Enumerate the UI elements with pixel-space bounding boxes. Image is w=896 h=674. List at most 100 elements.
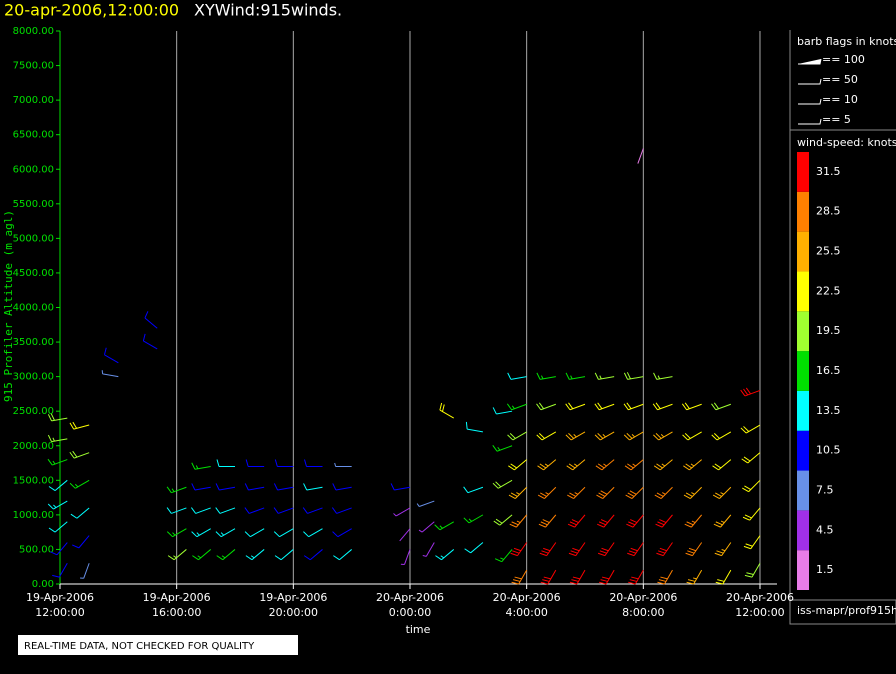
colorbar-label: 1.5 (816, 563, 834, 576)
x-tick-label: 4:00:00 (505, 606, 547, 619)
wind-barb (740, 387, 761, 397)
wind-barb (713, 514, 732, 528)
wind-barb (538, 514, 557, 528)
wind-barb (507, 372, 527, 380)
wind-barb (506, 403, 527, 411)
wind-barb (656, 542, 673, 557)
wind-barb (273, 483, 294, 491)
colorbar-swatch (797, 550, 809, 590)
wind-barb (332, 483, 352, 491)
wind-barb (52, 563, 68, 578)
colorbar-label: 31.5 (816, 165, 841, 178)
wind-barb (216, 549, 236, 561)
wind-barb (653, 431, 673, 441)
colorbar-label: 16.5 (816, 364, 841, 377)
wind-barb (511, 569, 528, 585)
wind-barb (508, 486, 528, 499)
wind-barb (166, 507, 187, 514)
y-tick-label: 1500.00 (13, 475, 54, 486)
y-tick-label: 2500.00 (13, 406, 54, 417)
barb-key-label: == 5 (822, 113, 851, 126)
wind-barb (302, 507, 323, 514)
x-tick-label: 20-Apr-2006 (376, 591, 444, 604)
colorbar-label: 19.5 (816, 324, 841, 337)
wind-barb (714, 542, 732, 557)
wind-barb (418, 521, 435, 533)
wind-barb (569, 569, 586, 585)
wind-barb (537, 459, 557, 471)
wind-barb (303, 528, 323, 538)
wind-barb (494, 549, 513, 563)
wind-barb (741, 452, 761, 464)
wind-barb (492, 479, 513, 489)
colorbar-swatch (797, 191, 809, 232)
wind-barb (686, 569, 703, 585)
wind-barb (166, 486, 187, 494)
x-axis-label: time (406, 623, 431, 636)
wind-barb (48, 479, 68, 492)
x-tick-label: 20-Apr-2006 (726, 591, 794, 604)
wind-barb (465, 421, 483, 433)
wind-barb (623, 402, 644, 411)
wind-barb (598, 569, 615, 585)
wind-barb (624, 459, 644, 471)
wind-barb (167, 549, 187, 561)
wind-barb (215, 483, 236, 491)
wind-barb (653, 372, 673, 380)
wind-barb (626, 514, 644, 528)
wind-barb (539, 542, 557, 557)
wind-barb (711, 431, 732, 441)
colorbar-label: 13.5 (816, 404, 841, 417)
wind-barb (628, 569, 644, 585)
wind-barb (69, 421, 90, 430)
wind-barb (683, 486, 703, 499)
wind-barb (567, 486, 586, 499)
source-box (789, 599, 896, 625)
barb-key-icon (798, 98, 822, 105)
wind-barb (493, 514, 513, 526)
wind-barb (681, 402, 702, 411)
colorbar-label: 4.5 (816, 523, 834, 536)
colorbar-swatch (797, 271, 809, 312)
wind-barb (215, 528, 236, 538)
barb-key-label: == 50 (822, 73, 858, 86)
wind-barb (332, 528, 352, 538)
wind-barb (742, 507, 761, 521)
wind-barb (190, 507, 211, 514)
wind-barb (712, 486, 732, 499)
wind-barb (565, 402, 586, 411)
barb-key-icon (798, 118, 822, 125)
wind-barb (464, 542, 484, 554)
wind-barb (627, 542, 644, 557)
wind-barb (399, 528, 411, 542)
wind-barb (623, 431, 644, 441)
wind-barb (654, 486, 673, 499)
wind-barb (331, 507, 352, 514)
wind-barb (244, 507, 265, 514)
x-tick-label: 20-Apr-2006 (493, 591, 561, 604)
wind-barb (715, 569, 732, 585)
colorbar-swatch (797, 231, 809, 272)
wind-barb (50, 542, 68, 556)
colorbar-swatch (797, 470, 809, 511)
wind-barb (274, 459, 294, 467)
source: iss-mapr/prof915h (797, 604, 896, 617)
wind-barb (47, 434, 68, 443)
colorbar-title: wind-speed: knots (797, 136, 896, 149)
wind-barb (303, 549, 323, 561)
x-tick-label: 16:00:00 (152, 606, 201, 619)
wind-barb (390, 483, 411, 491)
wind-barb (192, 549, 212, 561)
colorbar-swatch (797, 152, 809, 192)
barb-key-icon (798, 78, 822, 85)
wind-barb (744, 563, 761, 578)
wind-barb (333, 549, 352, 561)
wind-barb (434, 521, 454, 531)
wind-barb (565, 372, 586, 380)
wind-barb (191, 462, 211, 470)
note-box (18, 635, 298, 655)
wind-barb (508, 459, 527, 471)
colorbar-label: 10.5 (816, 444, 841, 457)
wind-barb (683, 459, 702, 471)
wind-barb (595, 459, 615, 471)
